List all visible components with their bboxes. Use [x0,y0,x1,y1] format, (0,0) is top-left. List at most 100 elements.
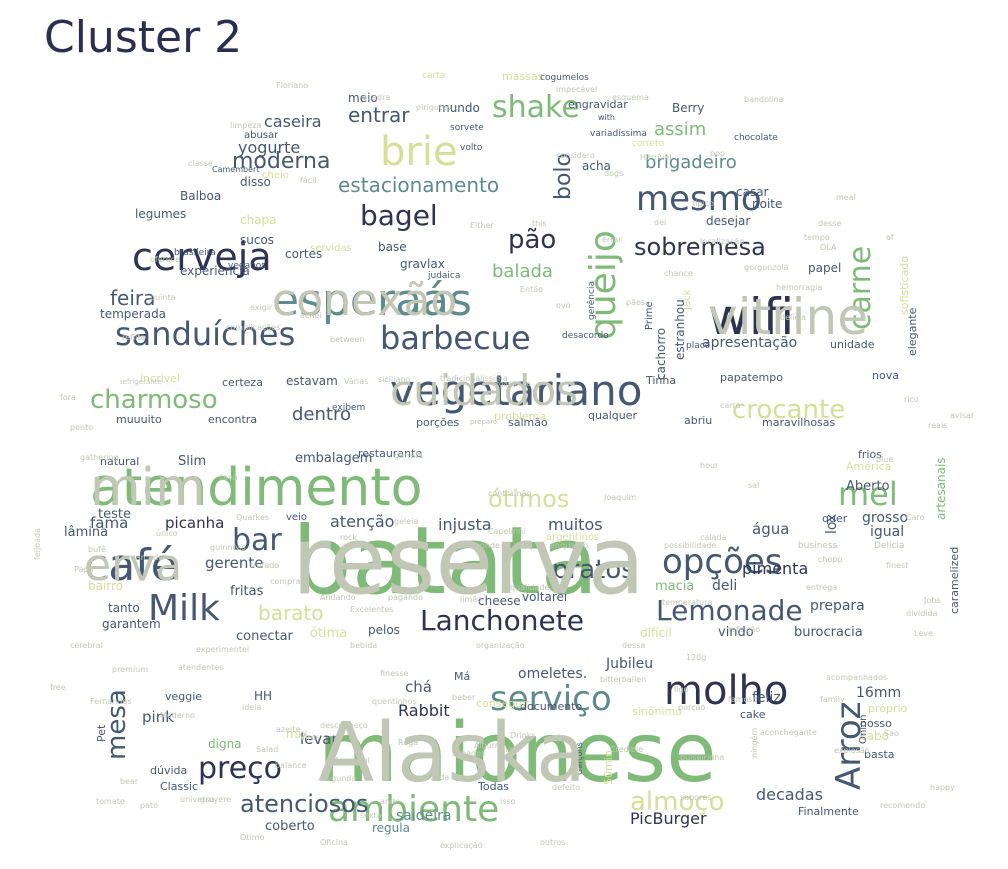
word-cuidados: cuidados [390,366,578,415]
word-fama: fama [90,514,128,532]
word-documento: documento [520,700,582,713]
word-localizacao: localização [700,237,744,246]
word-queijo: queijo [583,230,624,340]
word-servico: serviço [490,679,612,719]
word-120g: 120g [686,653,706,662]
word-mix: mix [286,727,308,741]
word-barbecue: barbecue [380,319,531,357]
word-isso: isso [500,797,516,806]
word-fernandes: Fernandes [90,697,131,706]
word-noite: noite [752,197,782,211]
word-feliz: feliz [752,690,781,706]
word-finesse: finesse [380,669,408,678]
word-pink: pink [142,708,174,726]
word-variadissima: variadíssima [590,129,647,139]
word-feijoada: feijoada [33,528,42,560]
word-esquema: esquema [612,93,649,102]
word-bagel: bagel [360,199,438,232]
word-todas: Todas [477,780,509,793]
word-azeite: azeite [276,725,300,734]
word-bar: bar [232,523,282,558]
word-grosso: grosso [862,510,908,526]
word-quinta: quinta [150,293,176,302]
word-facil: fácil [300,176,317,185]
word-rico: rico [904,395,919,404]
word-ligo: ligo [674,685,689,694]
word-basta: basta [864,748,895,761]
word-pagando: pagando [388,593,423,602]
word-ma: Má [454,670,470,683]
word-universo: universo [180,795,214,804]
word-mundo: mundo [438,101,480,115]
word-conexao: conexão [272,275,457,326]
word-picburger: PicBurger [630,809,707,828]
word-brasileira: brasileira [174,248,216,258]
word-servidas: servidas [310,243,352,254]
word-trufado: trufado [250,561,279,570]
word-meal: meal [836,193,856,202]
word-achei: achei [300,311,322,320]
word-carro: carro [720,401,741,410]
word-voltarei: voltarei [522,590,567,604]
word-tradicionalissima: tradicionalíssima [440,374,508,383]
word-atendimento: atendimento [90,458,422,518]
word-organizacao: organização [476,641,525,650]
word-prepara: prepara [810,598,865,614]
word-fora: fora [60,393,76,402]
word-alaska: Alaska [318,706,586,801]
word-bebida: bebida [350,641,377,650]
word-maravilhosas: maravilhosas [762,416,836,429]
word-business: business [798,541,838,551]
word-experiencia: experiência [180,264,250,278]
word-cogumelos: cogumelos [540,73,589,83]
word-maionese: maionese [318,706,717,801]
word-floriano: Floriano [276,81,308,90]
word-bandolina: bandolina [744,95,784,104]
word-chopp: chopp [818,555,843,564]
word-entrar: entrar [348,103,410,127]
word-pet: Pet [95,724,108,742]
word-digna: digna [208,737,242,751]
word-cha: chá [405,678,432,696]
word-finalmente: Finalmente [798,805,859,818]
word-macia: macia [655,579,694,594]
word-mim: mim [90,458,206,518]
word-rock: rock [340,533,357,542]
word-delicia: Delícia [874,541,904,551]
word-garrafa: garrafa [394,451,423,460]
word-problema: problema [494,410,546,423]
word-sabados: sábados [452,749,485,758]
word-decada: decada [420,773,449,782]
word-caseira: caseira [264,112,322,131]
word-preparo: preparo [470,418,497,426]
word-temperatura: temperatura [662,598,713,607]
word-elegante: elegante [906,307,919,356]
word-saideira: saideira [396,808,452,824]
word-limao: limão [460,595,482,604]
word-pao: pão [508,225,556,255]
word-ambiente: ambiente [328,789,499,830]
word-bear: bear [120,777,139,786]
word-opcoes: opções [662,542,783,582]
word-hemorragia: hemorragia [776,283,822,292]
word-beber: beber [452,693,476,702]
word-entrega: entrega [806,583,837,592]
word-salmao: salmão [508,416,548,429]
word-hh: HH [254,689,272,703]
word-cerveja: cerveja [132,235,272,279]
word-algum: Algum [474,741,500,750]
word-tanto: tanto [108,601,140,615]
word-gerencia: gerência [586,281,597,320]
word-dividida: dividida [906,609,938,618]
word-correto: correto [632,139,665,149]
word-frios: frios [858,448,882,461]
word-sofisticado: sofisticado [898,256,911,315]
word-bufe: bufê [88,544,106,554]
word-diferencial: diferencial [328,756,370,765]
word-casar: casar [736,185,769,199]
word-premium: premium [112,665,148,674]
word-exigir: exigir [250,303,273,312]
word-reserva: reserva [292,507,645,616]
word-temperada: temperada [100,307,166,321]
word-exibem: exibem [332,403,365,413]
